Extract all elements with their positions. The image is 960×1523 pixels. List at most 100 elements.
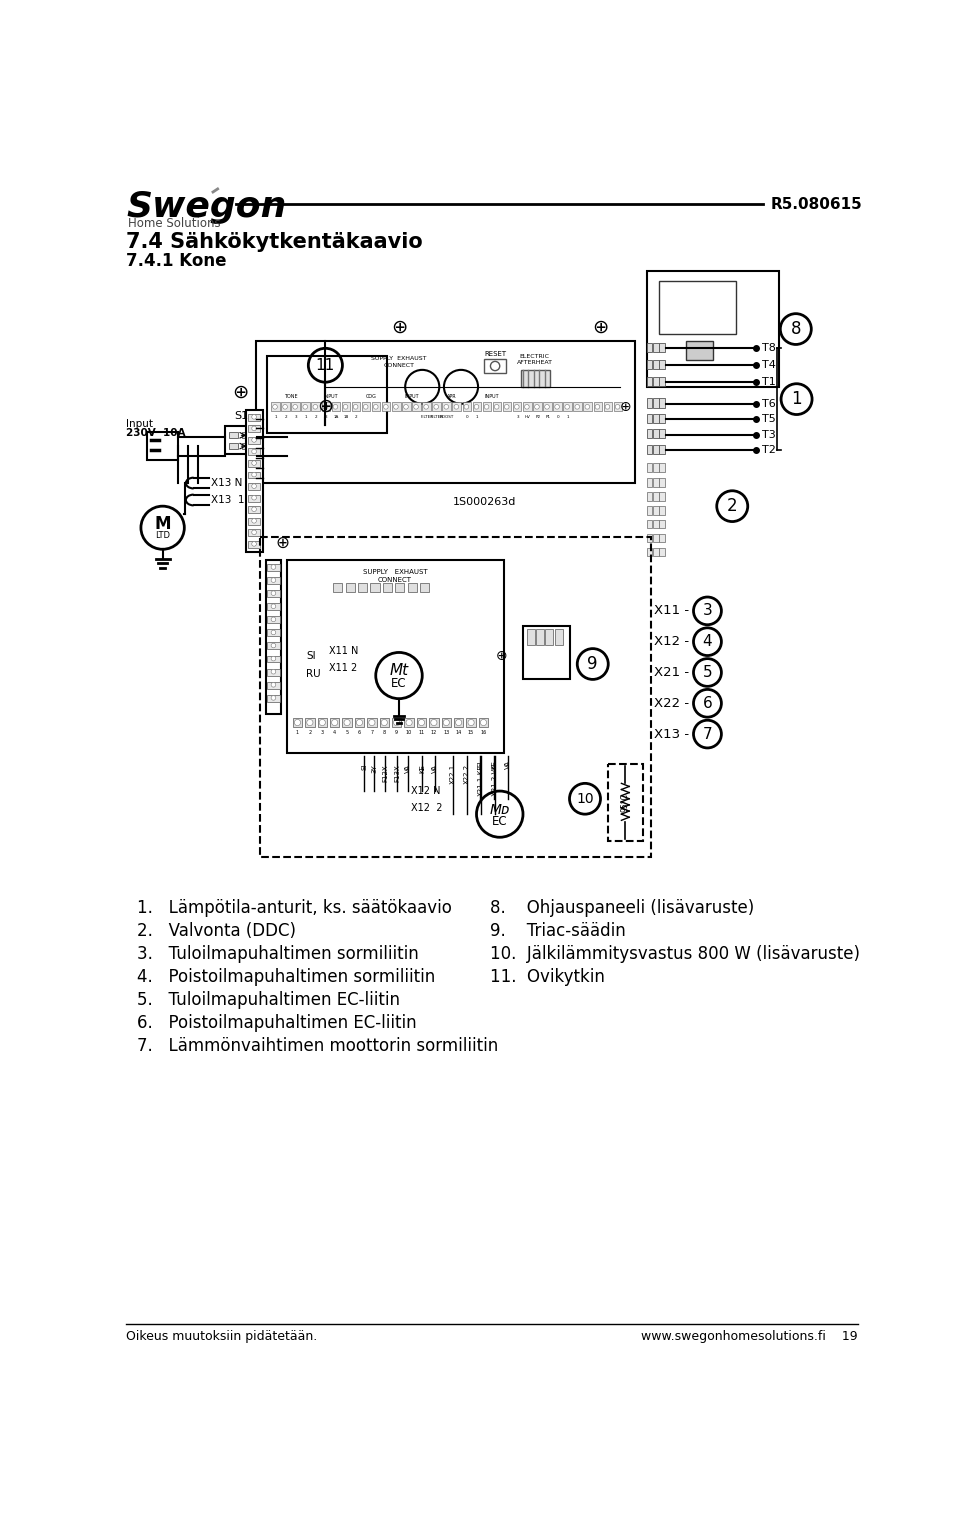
Text: ⊕: ⊕: [232, 382, 249, 402]
Bar: [355, 717, 364, 726]
Circle shape: [271, 591, 276, 595]
Bar: [660, 414, 665, 423]
Bar: [396, 583, 404, 592]
Text: 0: 0: [557, 414, 559, 419]
Bar: [330, 717, 339, 726]
Bar: [248, 530, 260, 536]
Circle shape: [271, 643, 276, 647]
Bar: [527, 629, 535, 644]
Bar: [660, 519, 665, 528]
Circle shape: [524, 405, 529, 410]
Bar: [653, 429, 659, 439]
Text: T5: T5: [761, 414, 776, 423]
Bar: [523, 402, 532, 411]
Bar: [301, 402, 310, 411]
Bar: [267, 603, 279, 611]
Circle shape: [595, 405, 600, 410]
Circle shape: [252, 484, 256, 489]
Bar: [463, 402, 471, 411]
Text: 8.    Ohjauspaneeli (lisävaruste): 8. Ohjauspaneeli (lisävaruste): [491, 899, 755, 917]
Text: 4: 4: [703, 634, 712, 649]
Text: www.swegonhomesolutions.fi    19: www.swegonhomesolutions.fi 19: [641, 1330, 858, 1343]
Circle shape: [353, 405, 358, 410]
Circle shape: [283, 405, 287, 410]
Circle shape: [444, 405, 448, 410]
Text: 95°C: 95°C: [621, 793, 630, 812]
Circle shape: [307, 719, 313, 725]
Text: 5.   Tuloilmapuhaltimen EC-liitin: 5. Tuloilmapuhaltimen EC-liitin: [137, 991, 400, 1010]
Text: ⊕: ⊕: [592, 318, 610, 337]
Bar: [243, 443, 252, 449]
Text: SI: SI: [306, 650, 316, 661]
Bar: [408, 583, 417, 592]
Bar: [267, 589, 279, 597]
Bar: [653, 478, 659, 487]
Circle shape: [544, 405, 549, 410]
Circle shape: [484, 405, 489, 410]
Circle shape: [515, 405, 519, 410]
Bar: [420, 583, 429, 592]
Circle shape: [419, 719, 424, 725]
Circle shape: [273, 405, 277, 410]
Text: 5: 5: [703, 666, 712, 679]
Bar: [267, 655, 279, 663]
Text: VA: VA: [432, 765, 438, 774]
Text: CONNECT: CONNECT: [378, 577, 412, 583]
Circle shape: [333, 405, 338, 410]
Bar: [267, 629, 279, 637]
Bar: [503, 402, 512, 411]
Text: Input: Input: [126, 419, 154, 429]
Bar: [647, 429, 653, 439]
Text: 3: 3: [516, 414, 519, 419]
Text: 10.  Jälkilämmitysvastus 800 W (lisävaruste): 10. Jälkilämmitysvastus 800 W (lisävarus…: [491, 946, 860, 963]
Bar: [342, 402, 350, 411]
Text: 1: 1: [275, 414, 277, 419]
Text: 11: 11: [316, 358, 335, 373]
Circle shape: [480, 719, 487, 725]
Bar: [660, 399, 665, 408]
Text: 3: 3: [324, 414, 327, 419]
Text: 8: 8: [383, 730, 386, 736]
Bar: [609, 765, 643, 841]
Text: 0: 0: [466, 414, 468, 419]
Text: 2: 2: [727, 496, 737, 515]
Bar: [248, 472, 260, 478]
Bar: [246, 410, 263, 553]
Bar: [660, 463, 665, 472]
Bar: [271, 402, 279, 411]
Bar: [379, 717, 389, 726]
Circle shape: [575, 405, 580, 410]
Circle shape: [369, 719, 375, 725]
Bar: [404, 717, 414, 726]
Text: 9.    Triac-säädin: 9. Triac-säädin: [491, 921, 626, 940]
Circle shape: [313, 405, 318, 410]
Text: CONNECT: CONNECT: [383, 362, 415, 369]
Text: 10: 10: [406, 730, 412, 736]
Bar: [653, 519, 659, 528]
Circle shape: [444, 719, 449, 725]
Bar: [267, 669, 279, 676]
Text: 1A: 1A: [333, 414, 339, 419]
Text: X22.1: X22.1: [450, 765, 456, 784]
Text: 3: 3: [703, 603, 712, 618]
Bar: [248, 483, 260, 490]
Text: ⊕: ⊕: [276, 535, 290, 553]
Bar: [383, 583, 392, 592]
Bar: [479, 717, 488, 726]
Text: ⊕: ⊕: [620, 401, 632, 414]
Bar: [267, 564, 279, 571]
Text: X22.2: X22.2: [465, 765, 470, 784]
Bar: [267, 694, 279, 702]
Circle shape: [324, 405, 327, 410]
Bar: [454, 717, 464, 726]
Circle shape: [344, 719, 350, 725]
Bar: [248, 541, 260, 548]
Text: P1: P1: [545, 414, 550, 419]
Bar: [248, 414, 260, 420]
Bar: [281, 402, 290, 411]
Bar: [492, 402, 501, 411]
Bar: [291, 402, 300, 411]
Text: ⊕: ⊕: [392, 318, 408, 337]
Text: T2: T2: [761, 445, 776, 455]
Circle shape: [605, 405, 610, 410]
